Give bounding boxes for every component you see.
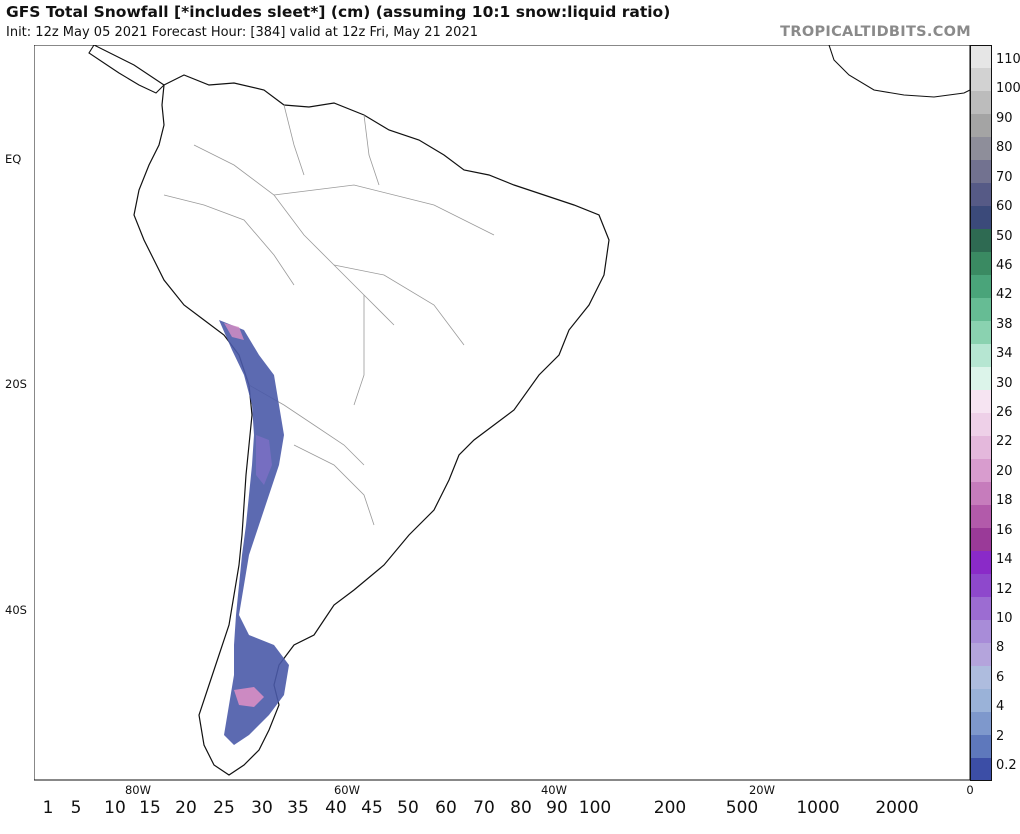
bottom-scale-label: 15 bbox=[139, 798, 161, 818]
legend-label: 30 bbox=[996, 375, 1013, 391]
legend-label: 100 bbox=[996, 81, 1020, 97]
legend-swatch bbox=[970, 758, 992, 781]
lat-label: 20S bbox=[5, 377, 27, 391]
bottom-scale-label: 5 bbox=[70, 798, 82, 818]
legend-swatch bbox=[970, 528, 992, 552]
legend-label: 90 bbox=[996, 110, 1013, 126]
bottom-scale: 1 5 10 15 20 25 30 35 40 45 50 60 70 80 90 100 200 500 100… bbox=[0, 798, 1020, 828]
bottom-scale-label: 1000 bbox=[796, 798, 840, 818]
legend-swatch bbox=[970, 298, 992, 322]
bottom-scale-label: 2000 bbox=[875, 798, 919, 818]
lon-label: 40W bbox=[540, 783, 568, 797]
bottom-scale-label: 100 bbox=[578, 798, 612, 818]
map-subtitle: Init: 12z May 05 2021 Forecast Hour: [38… bbox=[6, 25, 478, 40]
country-borders bbox=[163, 104, 495, 526]
legend-swatch bbox=[970, 551, 992, 575]
legend-label: 38 bbox=[996, 316, 1013, 332]
legend-label: 0.2 bbox=[996, 758, 1017, 773]
legend-swatch bbox=[970, 459, 992, 483]
bottom-scale-label: 45 bbox=[361, 798, 383, 818]
bottom-scale-label: 50 bbox=[397, 798, 419, 818]
legend-label: 26 bbox=[996, 405, 1013, 420]
bottom-scale-label: 40 bbox=[325, 798, 347, 818]
legend-label: 4 bbox=[996, 699, 1005, 715]
legend-swatch bbox=[970, 229, 992, 253]
legend-label: 12 bbox=[996, 581, 1013, 597]
bottom-scale-label: 80 bbox=[510, 798, 532, 818]
bottom-scale-label: 30 bbox=[251, 798, 273, 818]
legend-swatch bbox=[970, 620, 992, 644]
bottom-scale-label: 10 bbox=[104, 798, 126, 818]
legend-label: 110 bbox=[996, 52, 1020, 67]
bottom-scale-label: 200 bbox=[653, 798, 687, 818]
legend-swatch bbox=[970, 712, 992, 736]
legend-swatch bbox=[970, 137, 992, 161]
snowfall-map bbox=[34, 45, 970, 781]
lon-label: 60W bbox=[333, 783, 361, 797]
legend-label: 8 bbox=[996, 640, 1005, 656]
legend-label: 6 bbox=[996, 669, 1005, 685]
legend-label: 70 bbox=[996, 169, 1013, 185]
bottom-scale-label: 20 bbox=[175, 798, 197, 818]
legend-swatch bbox=[970, 114, 992, 138]
legend-label: 80 bbox=[996, 140, 1013, 156]
legend-swatch bbox=[970, 413, 992, 437]
legend-swatch bbox=[970, 597, 992, 621]
legend-swatch bbox=[970, 436, 992, 460]
legend-swatch bbox=[970, 252, 992, 276]
lon-label: 20W bbox=[748, 783, 776, 797]
bottom-scale-label: 500 bbox=[725, 798, 759, 818]
legend-swatch bbox=[970, 643, 992, 667]
legend-swatch bbox=[970, 390, 992, 414]
legend-swatch bbox=[970, 45, 992, 69]
legend-label: 42 bbox=[996, 287, 1013, 303]
legend-label: 34 bbox=[996, 346, 1013, 362]
snowfall-shading bbox=[219, 320, 289, 745]
legend-swatch bbox=[970, 321, 992, 345]
legend-label: 10 bbox=[996, 610, 1013, 626]
legend-swatch bbox=[970, 206, 992, 230]
bottom-scale-label: 60 bbox=[435, 798, 457, 818]
south-america-coastline bbox=[133, 74, 610, 776]
africa-coastline bbox=[828, 45, 970, 98]
legend-label: 18 bbox=[996, 493, 1013, 509]
legend-swatch bbox=[970, 735, 992, 759]
lat-label: 40S bbox=[5, 603, 27, 617]
legend-swatch bbox=[970, 344, 992, 368]
bottom-scale-label: 1 bbox=[42, 798, 54, 818]
legend-swatch bbox=[970, 183, 992, 207]
bottom-scale-label: 70 bbox=[473, 798, 495, 818]
bottom-scale-label: 25 bbox=[213, 798, 235, 818]
lon-label: 0 bbox=[966, 783, 974, 797]
legend-label: 50 bbox=[996, 228, 1013, 244]
central-america-coastline bbox=[88, 45, 165, 94]
legend-label: 46 bbox=[996, 257, 1013, 273]
legend-swatch bbox=[970, 505, 992, 529]
lat-label: EQ bbox=[5, 152, 22, 166]
map-title: GFS Total Snowfall [*includes sleet*] (c… bbox=[6, 3, 671, 21]
legend-swatch bbox=[970, 574, 992, 598]
legend-swatch bbox=[970, 666, 992, 690]
legend-label: 2 bbox=[996, 728, 1005, 744]
legend-swatch bbox=[970, 91, 992, 115]
bottom-scale-label: 90 bbox=[546, 798, 568, 818]
lon-label: 80W bbox=[124, 783, 152, 797]
bottom-scale-label: 35 bbox=[287, 798, 309, 818]
legend-swatch bbox=[970, 160, 992, 184]
legend-label: 14 bbox=[996, 552, 1013, 568]
legend-swatch bbox=[970, 68, 992, 92]
legend-swatch bbox=[970, 367, 992, 391]
legend-swatch bbox=[970, 689, 992, 713]
color-legend bbox=[970, 45, 992, 781]
legend-label: 16 bbox=[996, 522, 1013, 538]
legend-label: 22 bbox=[996, 434, 1013, 450]
legend-label: 60 bbox=[996, 199, 1013, 215]
legend-label: 20 bbox=[996, 463, 1013, 479]
legend-swatch bbox=[970, 482, 992, 506]
brand-watermark: TROPICALTIDBITS.COM bbox=[780, 24, 971, 40]
legend-swatch bbox=[970, 275, 992, 299]
